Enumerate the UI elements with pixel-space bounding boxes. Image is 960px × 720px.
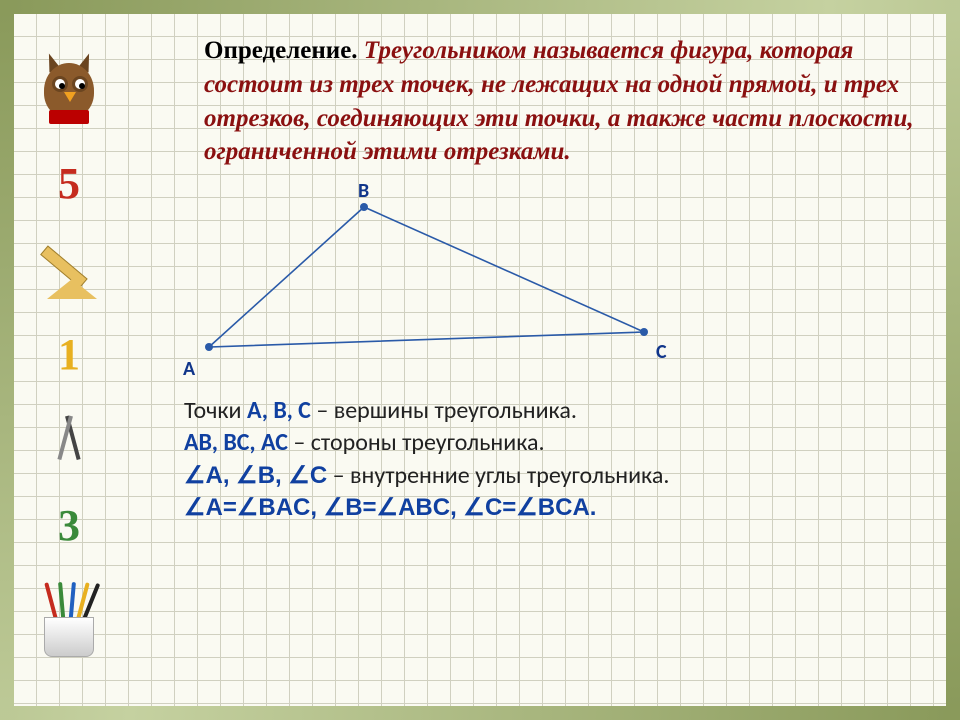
slide-frame: 5 1 3 Определение. Треугольником называе… xyxy=(0,0,960,720)
compass-icon xyxy=(39,411,99,471)
digit-3-icon: 3 xyxy=(39,504,99,548)
decorative-sidebar: 5 1 3 xyxy=(14,28,124,692)
digit-1-icon: 1 xyxy=(39,333,99,377)
pencil-cup-icon xyxy=(34,582,104,662)
ruler-triangle-icon xyxy=(39,239,99,299)
vertex-label-a: A xyxy=(183,357,195,381)
note-line-angles: ∠A, ∠B, ∠C – внутренние углы треугольник… xyxy=(184,460,916,492)
slide-content: Определение. Треугольником называется фи… xyxy=(144,34,916,686)
note-line-sides: AB, BC, AC – стороны треугольника. xyxy=(184,427,916,459)
vertex-label-b: B xyxy=(358,179,369,203)
digit-5-icon: 5 xyxy=(39,162,99,206)
definition-label: Определение. xyxy=(204,37,358,64)
note-line-vertices: Точки A, B, C – вершины треугольника. xyxy=(184,395,916,427)
owl-icon xyxy=(34,48,104,128)
vertex-label-c: C xyxy=(656,340,667,364)
triangle-svg xyxy=(164,177,724,377)
note-line-angle-names: ∠A=∠BAC, ∠B=∠ABC, ∠C=∠BCA. xyxy=(184,492,916,524)
notes-block: Точки A, B, C – вершины треугольника. AB… xyxy=(184,395,916,525)
definition-paragraph: Определение. Треугольником называется фи… xyxy=(144,34,916,169)
triangle-diagram: A B C xyxy=(164,177,724,377)
